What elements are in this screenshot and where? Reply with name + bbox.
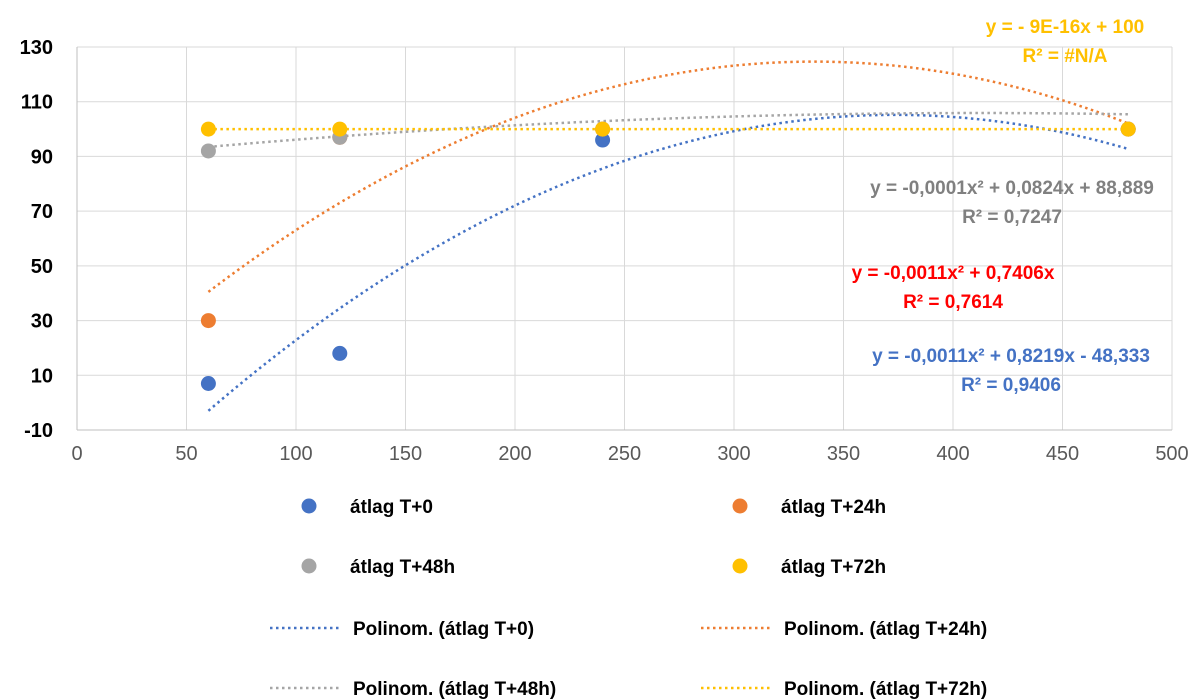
x-tick-label: 500 [1155,443,1188,465]
legend-label-t48: átlag T+48h [350,557,455,578]
equation-annotation-t72: y = - 9E-16x + 100 R² = #N/A [986,17,1144,67]
data-point-series-2 [200,143,216,159]
equation-annotation-t0: y = -0,0011x² + 0,8219x - 48,333 R² = 0,… [872,346,1150,396]
r-squared-t0: R² = 0,9406 [961,375,1061,396]
x-tick-label: 450 [1046,443,1079,465]
x-tick-label: 100 [279,443,312,465]
y-tick-label: 10 [31,365,53,387]
data-point-series-0 [595,132,611,148]
y-tick-label: 30 [31,311,53,333]
trendline-1 [207,60,1129,293]
legend-marker-t0 [301,498,317,514]
y-tick-label: 70 [31,201,53,223]
legend-item-t48: átlag T+48h [301,557,455,578]
legend-item-trend-t0: Polinom. (átlag T+0) [270,619,534,640]
y-tick-label: 130 [20,37,53,59]
data-point-series-1 [200,313,216,329]
x-tick-label: 400 [936,443,969,465]
y-tick-label: -10 [24,420,53,442]
equation-t72: y = - 9E-16x + 100 [986,17,1144,38]
x-tick-label: 250 [608,443,641,465]
data-point-series-3 [332,121,348,137]
grid [76,46,1173,431]
x-tick-label: 350 [827,443,860,465]
legend-item-t72: átlag T+72h [732,557,886,578]
legend-marker-t48 [301,558,317,574]
x-tick-label: 200 [498,443,531,465]
legend-label-t72: átlag T+72h [781,557,886,578]
legend-item-trend-t72: Polinom. (átlag T+72h) [701,679,987,700]
y-tick-label: 50 [31,256,53,278]
legend-marker-t72 [732,558,748,574]
legend-label-trend-t72: Polinom. (átlag T+72h) [784,679,987,700]
r-squared-t48: R² = 0,7247 [962,207,1062,228]
y-tick-label: 90 [31,146,53,168]
x-tick-label: 150 [389,443,422,465]
r-squared-t24: R² = 0,7614 [903,292,1003,313]
equation-t48: y = -0,0001x² + 0,0824x + 88,889 [870,178,1154,199]
legend: átlag T+0 átlag T+24h átlag T+48h átlag … [270,497,987,700]
x-tick-label: 50 [175,443,197,465]
data-point-series-3 [200,121,216,137]
equation-t24: y = -0,0011x² + 0,7406x [852,263,1055,284]
data-point-series-3 [595,121,611,137]
legend-item-trend-t48: Polinom. (átlag T+48h) [270,679,556,700]
trendlines [207,60,1129,412]
x-tick-label: 0 [71,443,82,465]
equation-annotation-t48: y = -0,0001x² + 0,0824x + 88,889 R² = 0,… [870,178,1154,228]
legend-item-t0: átlag T+0 [301,497,433,518]
axes: 0 50 100 150 200 250 300 350 400 450 500 -10 10 30 50 7… [20,37,1189,465]
legend-item-t24: átlag T+24h [732,497,886,518]
y-tick-label: 110 [21,92,53,114]
legend-label-t0: átlag T+0 [350,497,433,518]
data-points [200,121,1136,391]
legend-label-trend-t48: Polinom. (átlag T+48h) [353,679,556,700]
legend-marker-t24 [732,498,748,514]
x-tick-label: 300 [717,443,750,465]
legend-item-trend-t24: Polinom. (átlag T+24h) [701,619,987,640]
equation-annotation-t24: y = -0,0011x² + 0,7406x R² = 0,7614 [852,263,1055,313]
legend-label-t24: átlag T+24h [781,497,886,518]
equation-t0: y = -0,0011x² + 0,8219x - 48,333 [872,346,1150,367]
r-squared-t72: R² = #N/A [1023,46,1108,67]
legend-label-trend-t24: Polinom. (átlag T+24h) [784,619,987,640]
data-point-series-0 [332,345,348,361]
data-point-series-3 [1120,121,1136,137]
data-point-series-0 [200,375,216,391]
legend-label-trend-t0: Polinom. (átlag T+0) [353,619,534,640]
trendline-0 [207,113,1129,412]
